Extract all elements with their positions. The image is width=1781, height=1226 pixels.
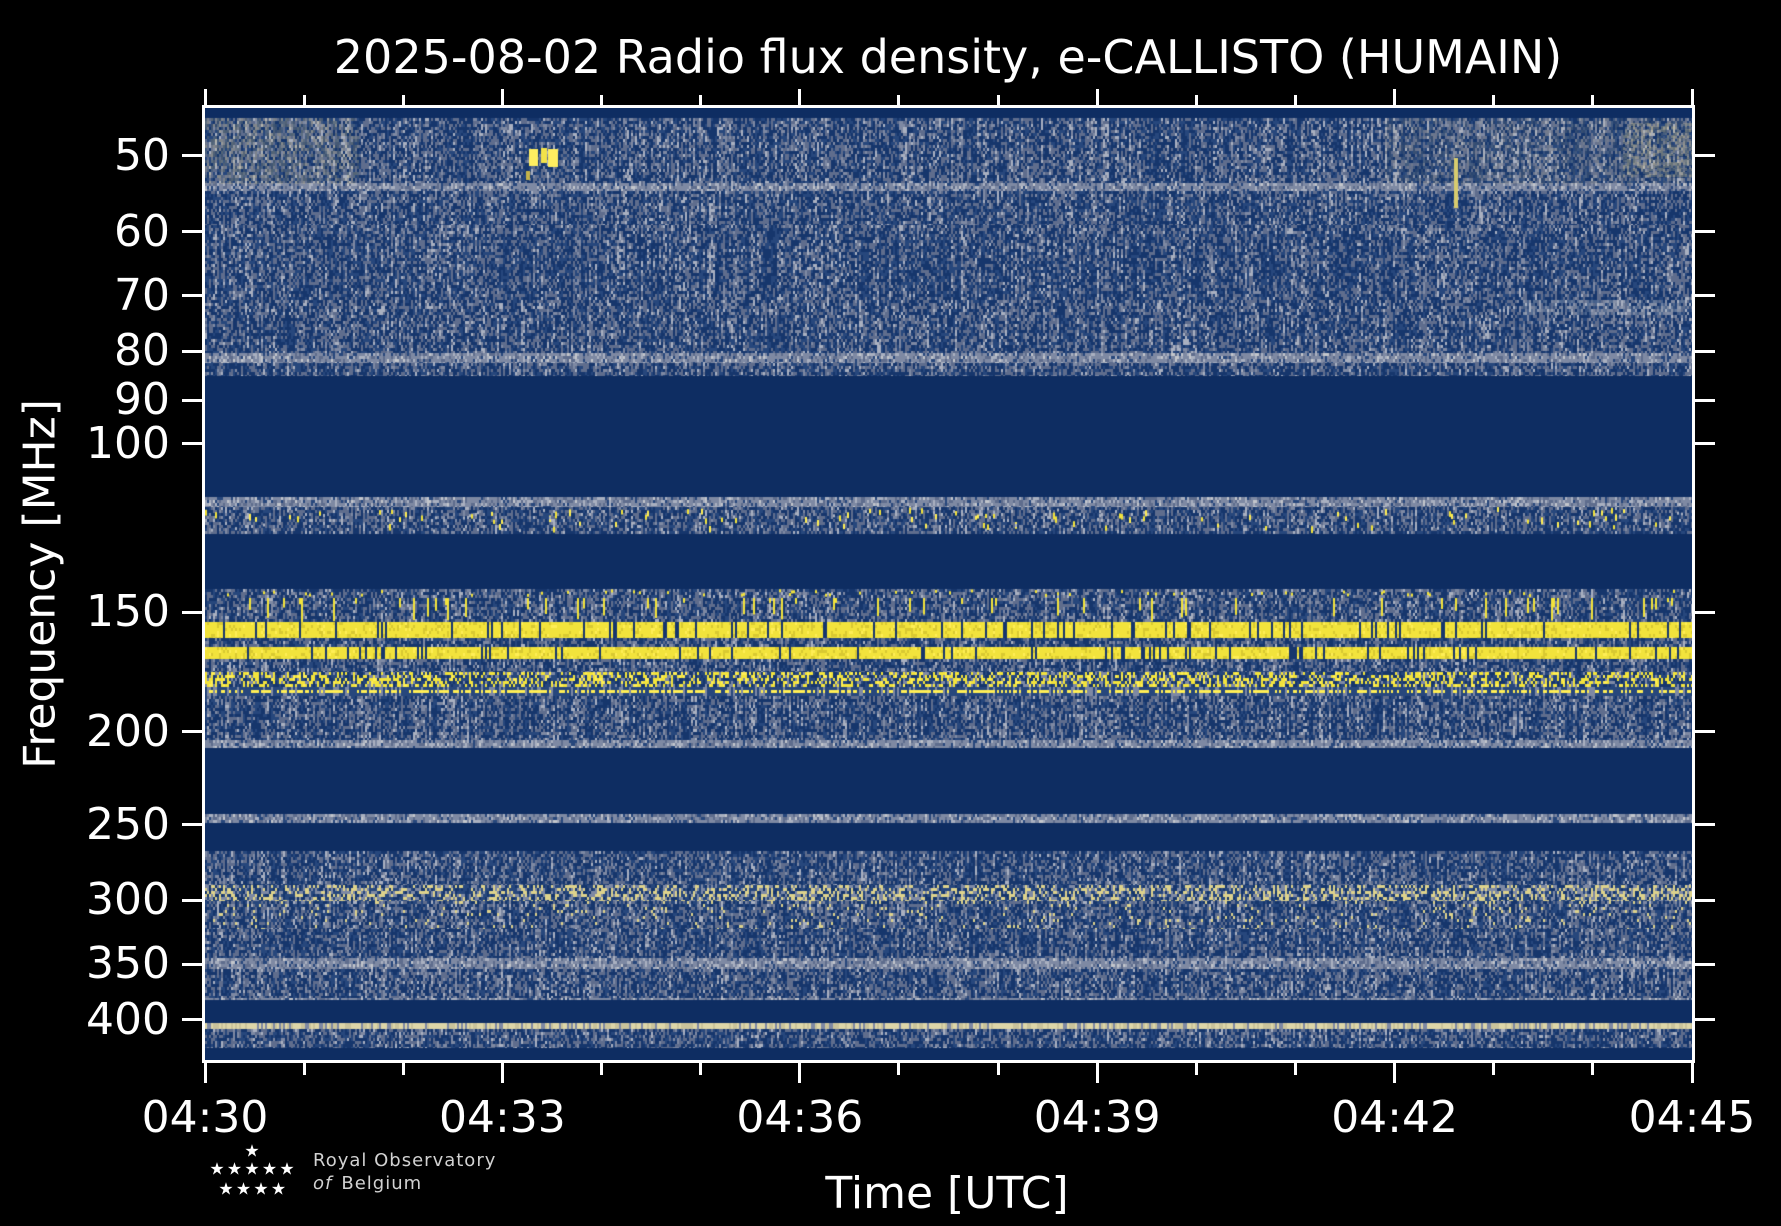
y-tick-label: 90 [114, 374, 170, 426]
x-minor-tick-top [699, 95, 703, 105]
y-major-tick [182, 398, 202, 402]
logo-text-belgium: Belgium [341, 1173, 423, 1194]
star-icon: ★ [244, 1159, 260, 1180]
x-major-tick [500, 1063, 504, 1083]
y-major-tick [182, 230, 202, 234]
star-icon: ★ [244, 1141, 260, 1162]
x-tick-label: 04:36 [736, 1092, 864, 1143]
x-minor-tick [1194, 1063, 1198, 1075]
x-minor-tick-top [1293, 95, 1297, 105]
x-major-tick-top [1690, 89, 1694, 105]
y-major-tick [182, 349, 202, 353]
y-major-tick [182, 898, 202, 902]
y-tick-label: 300 [86, 874, 170, 926]
star-icon: ★ [218, 1179, 234, 1200]
y-major-tick [182, 154, 202, 158]
plot-border [202, 105, 1695, 1063]
y-tick-label: 80 [114, 325, 170, 377]
x-tick-label: 04:39 [1033, 1092, 1161, 1143]
x-major-tick-top [798, 89, 802, 105]
x-minor-tick-top [897, 95, 901, 105]
y-major-tick-right [1695, 398, 1715, 402]
x-minor-tick-top [302, 95, 306, 105]
star-icon: ★ [261, 1159, 278, 1180]
y-major-tick-right [1695, 442, 1715, 446]
x-minor-tick-top [1492, 95, 1496, 105]
logo-text-of: of [313, 1173, 333, 1194]
x-minor-tick-top [401, 95, 405, 105]
y-tick-label: 250 [86, 798, 170, 850]
x-major-tick [1690, 1063, 1694, 1083]
x-minor-tick [996, 1063, 1000, 1075]
y-tick-label: 400 [86, 993, 170, 1045]
y-major-tick [182, 962, 202, 966]
y-major-tick-right [1695, 962, 1715, 966]
y-major-tick-right [1695, 610, 1715, 614]
x-major-tick-top [203, 89, 207, 105]
x-axis-label: Time [UTC] [825, 1168, 1069, 1219]
x-minor-tick-top [600, 95, 604, 105]
x-major-tick [1095, 1063, 1099, 1083]
x-minor-tick-top [996, 95, 1000, 105]
y-major-tick-right [1695, 349, 1715, 353]
y-major-tick [182, 442, 202, 446]
chart-title: 2025-08-02 Radio flux density, e-CALLIST… [333, 30, 1563, 84]
y-tick-label: 60 [114, 205, 170, 257]
x-tick-label: 04:30 [141, 1092, 269, 1143]
x-tick-label: 04:45 [1628, 1092, 1756, 1143]
y-major-tick-right [1695, 898, 1715, 902]
star-icon: ★ [226, 1159, 243, 1180]
y-tick-label: 350 [86, 938, 170, 990]
x-tick-label: 04:33 [438, 1092, 566, 1143]
y-major-tick [182, 823, 202, 827]
star-icon: ★ [209, 1159, 225, 1180]
spectrogram-plot-area [205, 108, 1692, 1060]
x-major-tick [203, 1063, 207, 1083]
logo-text-line1: Royal Observatory [313, 1150, 497, 1171]
y-tick-label: 150 [86, 586, 170, 638]
y-tick-label: 70 [114, 269, 170, 321]
y-tick-label: 200 [86, 705, 170, 757]
y-major-tick [182, 294, 202, 298]
y-major-tick-right [1695, 230, 1715, 234]
x-minor-tick [1293, 1063, 1297, 1075]
x-minor-tick [699, 1063, 703, 1075]
x-major-tick [1393, 1063, 1397, 1083]
x-minor-tick [1492, 1063, 1496, 1075]
x-major-tick-top [1095, 89, 1099, 105]
y-tick-label: 100 [86, 417, 170, 469]
y-tick-label: 50 [114, 129, 170, 181]
y-major-tick-right [1695, 730, 1715, 734]
logo-text-line2: of Belgium [313, 1173, 422, 1194]
y-major-tick-right [1695, 294, 1715, 298]
x-minor-tick-top [1591, 95, 1595, 105]
x-minor-tick [600, 1063, 604, 1075]
x-major-tick-top [1393, 89, 1397, 105]
star-icon: ★ [253, 1179, 269, 1200]
x-minor-tick [302, 1063, 306, 1075]
y-major-tick-right [1695, 1018, 1715, 1022]
star-icon: ★ [235, 1179, 252, 1200]
y-major-tick [182, 730, 202, 734]
x-minor-tick-top [1194, 95, 1198, 105]
x-tick-label: 04:42 [1331, 1092, 1458, 1143]
x-minor-tick [401, 1063, 405, 1075]
star-icon: ★ [270, 1179, 287, 1200]
x-minor-tick [897, 1063, 901, 1075]
star-icon: ★ [279, 1159, 295, 1180]
y-major-tick-right [1695, 823, 1715, 827]
y-major-tick-right [1695, 154, 1715, 158]
x-major-tick-top [500, 89, 504, 105]
x-major-tick [798, 1063, 802, 1083]
y-major-tick [182, 610, 202, 614]
y-major-tick [182, 1018, 202, 1022]
x-minor-tick [1591, 1063, 1595, 1075]
